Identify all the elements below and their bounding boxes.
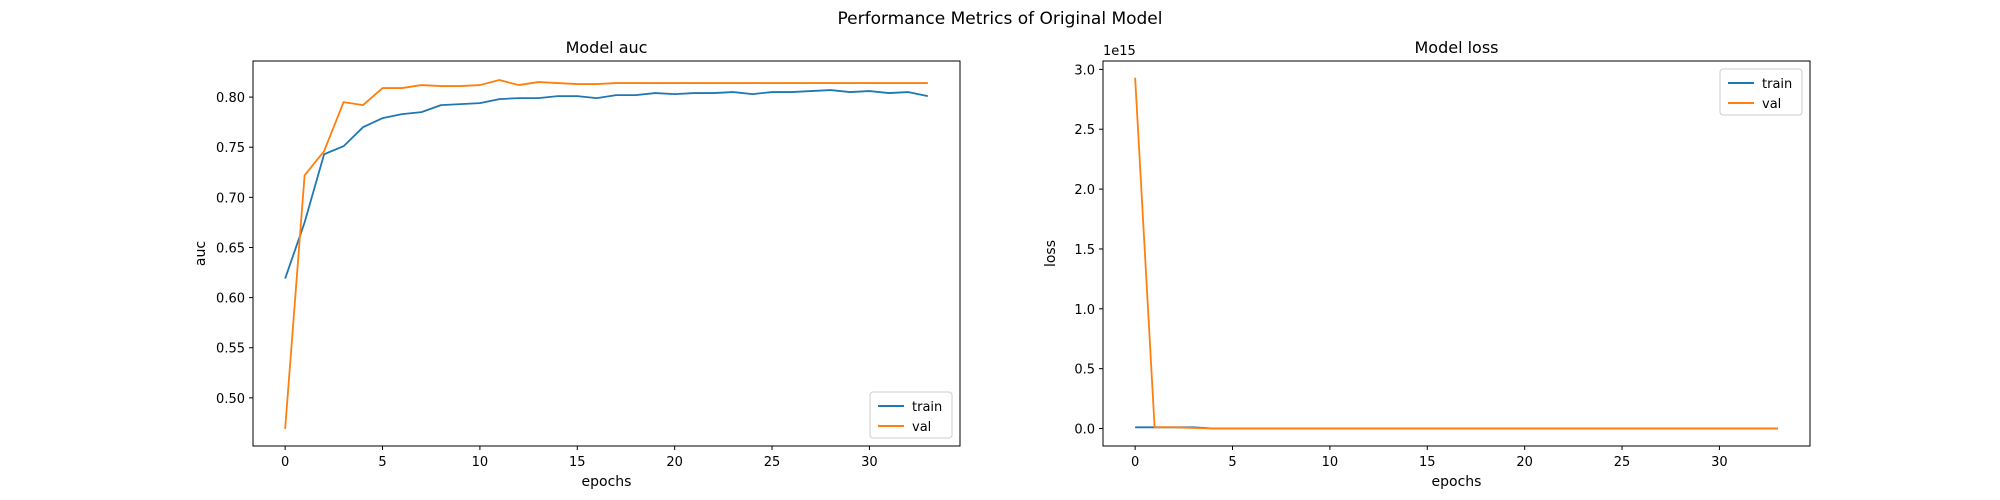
loss-xtick-label: 15 <box>1419 455 1436 470</box>
auc-ytick-label: 0.80 <box>216 91 245 106</box>
auc-ytick-label: 0.65 <box>216 241 245 256</box>
loss-ytick-label: 3.0 <box>1074 63 1095 78</box>
loss-legend: train val <box>1719 68 1803 116</box>
loss-yaxis-offset-label: 1e15 <box>1103 44 1136 59</box>
loss-ytick-label: 0.0 <box>1074 423 1095 438</box>
auc-ytick-label: 0.60 <box>216 292 245 307</box>
auc-xtick-label: 15 <box>569 455 586 470</box>
loss-series-val-line <box>1134 77 1778 430</box>
loss-legend-frame <box>1719 68 1803 116</box>
auc-legend-label-train: train <box>912 400 942 415</box>
loss-xtick-label: 25 <box>1614 455 1631 470</box>
auc-series-val-line <box>284 79 928 430</box>
auc-ytick-label: 0.75 <box>216 141 245 156</box>
loss-legend-label-val: val <box>1762 97 1781 112</box>
loss-ytick-label: 1.0 <box>1074 303 1095 318</box>
loss-ytick-label: 2.5 <box>1074 123 1095 138</box>
loss-ytick-label: 1.5 <box>1074 243 1095 258</box>
auc-xlabel: epochs <box>582 474 632 490</box>
loss-xtick-label: 5 <box>1228 455 1236 470</box>
loss-ylabel: loss <box>1043 240 1059 267</box>
auc-legend-label-val: val <box>912 420 931 435</box>
auc-ytick-label: 0.50 <box>216 392 245 407</box>
loss-subplot: 0 5 10 15 20 25 30 0.0 0.5 1.0 1.5 2.0 2.5 3.0 Model l… <box>1043 38 1811 490</box>
auc-axes-frame <box>252 60 961 447</box>
auc-xtick-label: 25 <box>764 455 781 470</box>
auc-xtick-label: 10 <box>472 455 489 470</box>
loss-xtick-label: 0 <box>1131 455 1139 470</box>
figure-suptitle: Performance Metrics of Original Model <box>837 9 1162 29</box>
auc-subplot: 0 5 10 15 20 25 30 0.50 0.55 0.60 0.65 0.70 0.75 0.80… <box>193 38 961 490</box>
auc-ytick-label: 0.70 <box>216 191 245 206</box>
auc-ylabel: auc <box>193 241 209 266</box>
auc-xtick-label: 5 <box>378 455 386 470</box>
auc-title: Model auc <box>566 38 648 57</box>
auc-legend-frame <box>869 391 953 439</box>
loss-title: Model loss <box>1414 38 1498 57</box>
auc-xtick-label: 0 <box>281 455 289 470</box>
loss-ytick-label: 2.0 <box>1074 183 1095 198</box>
auc-ytick-label: 0.55 <box>216 342 245 357</box>
auc-xtick-label: 30 <box>861 455 878 470</box>
loss-axes-frame <box>1102 60 1811 447</box>
auc-series-train-line <box>284 89 929 279</box>
loss-xtick-label: 10 <box>1322 455 1339 470</box>
loss-ytick-label: 0.5 <box>1074 363 1095 378</box>
loss-xlabel: epochs <box>1432 474 1482 490</box>
loss-xtick-label: 20 <box>1516 455 1533 470</box>
loss-xtick-label: 30 <box>1711 455 1728 470</box>
auc-xtick-label: 20 <box>666 455 683 470</box>
loss-legend-label-train: train <box>1762 77 1792 92</box>
auc-legend: train val <box>869 391 953 439</box>
